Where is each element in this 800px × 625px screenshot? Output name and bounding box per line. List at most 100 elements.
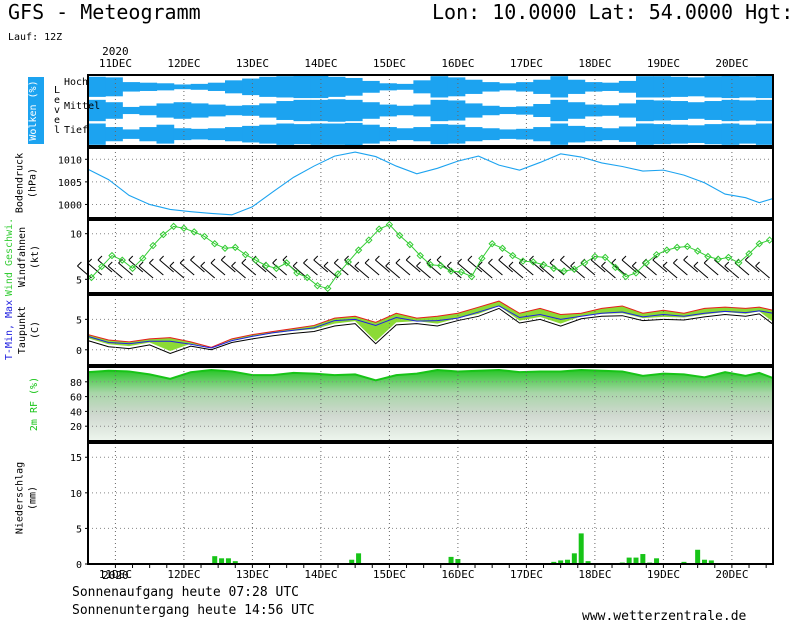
x-tick-bottom-20DEC: 20DEC <box>715 568 748 581</box>
sunrise-text: Sonnenaufgang heute 07:28 UTC <box>72 585 299 600</box>
cloud-cell <box>293 124 312 145</box>
wind-point <box>118 256 126 264</box>
dewpoint-line <box>87 307 774 354</box>
cloud-cell <box>413 104 432 117</box>
wind-barb-feather <box>333 258 339 264</box>
x-tick-bottom-13DEC: 13DEC <box>236 568 269 581</box>
precip-bar <box>681 561 687 564</box>
wind-barb <box>272 262 287 276</box>
wind-barb-feather <box>395 258 401 264</box>
wind-barb-feather <box>755 261 760 267</box>
x-tick-top-13DEC: 13DEC <box>236 57 269 70</box>
wind-point <box>735 259 743 267</box>
precip-bar <box>654 558 660 564</box>
cloud-cell <box>88 76 106 97</box>
cloud-cell <box>259 103 277 118</box>
page-title: GFS - Meteogramm <box>8 0 201 24</box>
wind-point <box>550 264 558 273</box>
wind-barb-feather <box>683 255 689 261</box>
cloud-cell <box>516 106 534 115</box>
wind-barb <box>375 259 390 273</box>
wind-point <box>385 220 394 229</box>
x-tick-bottom-19DEC: 19DEC <box>647 568 680 581</box>
cloud-cell <box>567 102 586 119</box>
cloud-cell <box>139 127 158 142</box>
ytick-label-wind: 10 <box>70 230 82 241</box>
wind-barb <box>159 259 174 273</box>
wind-barb <box>652 259 668 273</box>
cloud-cell <box>584 82 603 92</box>
cloud-cell <box>190 128 209 140</box>
wind-point <box>663 246 671 254</box>
wind-barb-feather <box>529 255 534 261</box>
wind-point <box>437 261 445 270</box>
cloud-cell <box>601 105 620 116</box>
cloud-cell <box>362 80 380 93</box>
cloud-cell <box>207 82 226 91</box>
wind-point <box>262 261 270 270</box>
cloud-cell <box>310 123 329 145</box>
wind-speed-line <box>91 223 770 290</box>
wind-point <box>169 222 178 231</box>
cloud-cell <box>122 106 140 115</box>
wind-barb-feather <box>210 258 216 264</box>
wind-barb <box>313 259 329 273</box>
wind-barb <box>200 265 216 279</box>
cloud-cell <box>636 76 654 98</box>
wind-point <box>97 262 106 271</box>
wind-barb <box>303 262 318 276</box>
cloud-cell <box>670 124 688 144</box>
wind-barb <box>323 265 339 279</box>
cloud-cell <box>379 83 397 91</box>
cloud-cell <box>533 103 551 118</box>
ytick-label-temperature: 0 <box>76 346 82 357</box>
cloud-cell <box>636 123 654 145</box>
wind-barb-feather <box>107 261 113 267</box>
wind-ylabel-2: (kt) <box>30 245 41 269</box>
cloud-cell <box>618 103 637 118</box>
cloud-cell <box>516 82 534 92</box>
wind-barb <box>416 265 431 279</box>
x-tick-top-17DEC: 17DEC <box>510 57 543 70</box>
wind-point <box>303 273 311 282</box>
wind-barb-feather <box>77 261 82 267</box>
x-tick-bottom-11DEC: 11DEC <box>99 568 132 581</box>
wind-point <box>200 232 209 241</box>
cloud-cell <box>721 123 740 145</box>
ytick-label-pressure: 1000 <box>58 200 82 211</box>
precip-bar <box>571 553 577 564</box>
cloud-cell <box>259 76 277 97</box>
pressure-ylabel-0: Bodendruck <box>15 153 26 213</box>
wind-point <box>457 268 466 276</box>
ytick-label-wind: 5 <box>76 275 82 286</box>
wind-barb-feather <box>200 261 206 267</box>
wind-barb-feather <box>662 261 668 267</box>
wind-point <box>139 254 147 263</box>
temp-ylabel-0: T-Min, Max <box>4 300 15 360</box>
wind-point <box>714 255 722 263</box>
cloud-cell <box>344 99 363 122</box>
cloud-cell <box>481 82 500 92</box>
wind-barb-feather <box>416 261 421 267</box>
wind-barb <box>703 262 719 276</box>
wind-point <box>241 250 250 259</box>
cloud-cell <box>327 76 346 97</box>
precip-bar <box>551 561 557 564</box>
precip-bar <box>349 559 355 564</box>
wind-point <box>529 258 537 266</box>
wind-point <box>293 269 301 277</box>
wind-barb <box>683 259 698 273</box>
ytick-label-rh: 40 <box>70 407 82 418</box>
cloud-cell <box>225 105 243 116</box>
wind-barb-feather <box>570 261 575 267</box>
cloud-cell <box>601 82 620 91</box>
ytick-label-rh: 20 <box>70 422 82 433</box>
cloud-cell <box>122 82 140 92</box>
wind-point <box>272 264 281 273</box>
wind-ylabel-0: Wind Geschwi. <box>4 218 15 296</box>
wind-point <box>108 251 116 260</box>
wind-barb-feather <box>436 255 442 261</box>
tmin-line <box>87 305 774 349</box>
precip-bar <box>558 560 564 564</box>
cloud-level-letter: e <box>54 95 60 106</box>
